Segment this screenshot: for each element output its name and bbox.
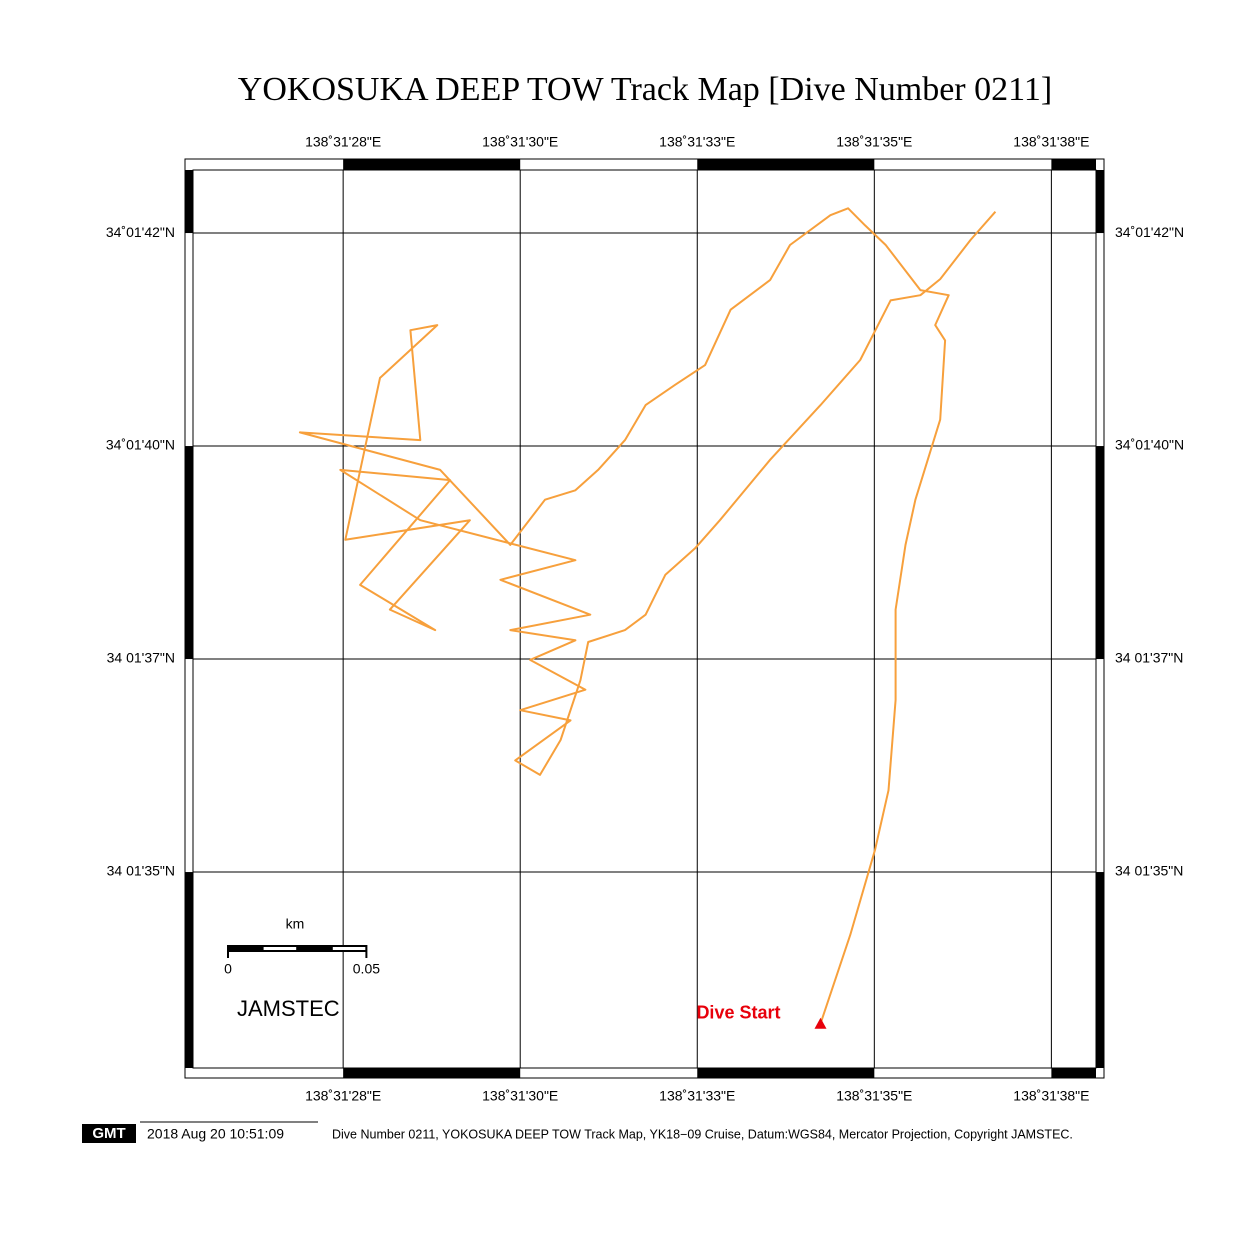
logo: GMT bbox=[92, 1125, 125, 1142]
inner-frame bbox=[192, 169, 1097, 1069]
frame-bar bbox=[185, 872, 193, 1068]
start-label: Dive Start bbox=[696, 1002, 780, 1022]
x-tick-label: 138˚31'33"E bbox=[659, 1088, 735, 1104]
scale-label: 0 bbox=[224, 961, 232, 977]
frame-bar bbox=[1096, 872, 1104, 1068]
caption: Dive Number 0211, YOKOSUKA DEEP TOW Trac… bbox=[332, 1127, 1073, 1141]
x-tick-label: 138˚31'38"E bbox=[1013, 134, 1089, 150]
scale-label: 0.05 bbox=[353, 961, 380, 977]
x-tick-label: 138˚31'30"E bbox=[482, 134, 558, 150]
frame-bar bbox=[185, 446, 193, 660]
frame-bar bbox=[343, 159, 521, 170]
y-tick-label: 34 01'35"N bbox=[107, 863, 175, 879]
track-line bbox=[298, 207, 997, 1025]
frame-bar bbox=[343, 1068, 521, 1078]
y-tick-label: 34 01'35"N bbox=[1115, 863, 1183, 879]
x-tick-label: 138˚31'35"E bbox=[836, 1088, 912, 1104]
y-tick-label: 34˚01'42"N bbox=[106, 224, 175, 240]
logo-box bbox=[82, 1124, 136, 1143]
x-tick-label: 138˚31'33"E bbox=[659, 134, 735, 150]
y-tick-label: 34˚01'42"N bbox=[1115, 224, 1184, 240]
y-tick-label: 34˚01'40"N bbox=[106, 437, 175, 453]
start-marker bbox=[814, 1017, 827, 1029]
scale-unit: km bbox=[286, 916, 305, 932]
frame-bar bbox=[697, 159, 875, 170]
frame-bar bbox=[1096, 446, 1104, 660]
x-tick-label: 138˚31'30"E bbox=[482, 1088, 558, 1104]
map-title: YOKOSUKA DEEP TOW Track Map [Dive Number… bbox=[238, 71, 1052, 108]
x-tick-label: 138˚31'35"E bbox=[836, 134, 912, 150]
x-tick-label: 138˚31'28"E bbox=[305, 1088, 381, 1104]
organization: JAMSTEC bbox=[237, 996, 340, 1021]
frame-bar bbox=[1051, 159, 1096, 170]
x-tick-label: 138˚31'28"E bbox=[305, 134, 381, 150]
frame-bar bbox=[1051, 1068, 1096, 1078]
scale-segment bbox=[332, 947, 366, 950]
timestamp: 2018 Aug 20 10:51:09 bbox=[147, 1126, 284, 1142]
y-tick-label: 34 01'37"N bbox=[1115, 650, 1183, 666]
scale-segment bbox=[263, 947, 297, 950]
frame-bar bbox=[1096, 170, 1104, 234]
outer-frame bbox=[184, 158, 1105, 1079]
frame-bar bbox=[185, 170, 193, 234]
y-tick-label: 34 01'37"N bbox=[107, 650, 175, 666]
scale-bar bbox=[228, 945, 367, 952]
y-tick-label: 34˚01'40"N bbox=[1115, 437, 1184, 453]
x-tick-label: 138˚31'38"E bbox=[1013, 1088, 1089, 1104]
frame-bar bbox=[697, 1068, 875, 1078]
